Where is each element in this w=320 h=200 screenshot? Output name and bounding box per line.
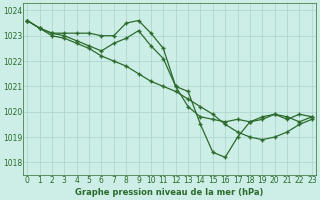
X-axis label: Graphe pression niveau de la mer (hPa): Graphe pression niveau de la mer (hPa) bbox=[75, 188, 264, 197]
